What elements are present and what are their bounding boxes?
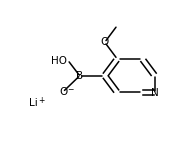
- Text: B: B: [76, 71, 83, 81]
- Text: +: +: [38, 96, 45, 105]
- Text: O: O: [59, 87, 68, 98]
- Text: HO: HO: [51, 56, 67, 66]
- Text: −: −: [68, 85, 74, 94]
- Text: N: N: [151, 88, 159, 98]
- Text: O: O: [100, 37, 108, 47]
- Text: Li: Li: [29, 98, 38, 108]
